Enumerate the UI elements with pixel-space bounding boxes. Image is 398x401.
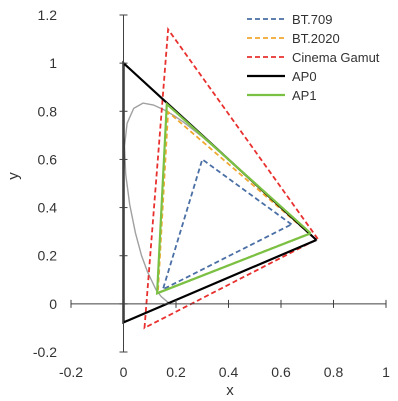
spectral-locus-curve xyxy=(123,102,318,304)
x-tick-label: 0.8 xyxy=(324,364,344,380)
y-tick-label: 0.6 xyxy=(38,151,58,167)
legend-label-cinema-gamut: Cinema Gamut xyxy=(292,50,380,65)
y-axis-label: y xyxy=(5,172,22,180)
x-tick-label: 0.2 xyxy=(166,364,186,380)
x-tick-label: 0.6 xyxy=(271,364,291,380)
y-tick-label: 0.4 xyxy=(38,200,58,216)
series-line-cinema-gamut xyxy=(143,26,319,330)
y-tick-label: 1 xyxy=(49,55,57,71)
x-tick-label: 1 xyxy=(382,364,390,380)
x-tick-label: 0.4 xyxy=(219,364,239,380)
x-tick-label: -0.2 xyxy=(59,364,83,380)
series-line-ap1 xyxy=(155,101,312,295)
legend-label-bt-2020: BT.2020 xyxy=(292,31,340,46)
legend-label-bt-709: BT.709 xyxy=(292,12,332,27)
y-tick-label: 0.2 xyxy=(38,248,58,264)
y-tick-label: 1.2 xyxy=(38,7,58,23)
y-tick-label: 0.8 xyxy=(38,103,58,119)
legend-label-ap1: AP1 xyxy=(292,88,317,103)
axes: -0.2 0 0.2 0.4 0.6 0.8 1 -0.2 0 0.2 0.4 0.6 0.8 1 1.2 xyxy=(33,7,390,380)
plot-area xyxy=(122,26,319,330)
x-tick-label: 0 xyxy=(120,364,128,380)
x-axis-label: x xyxy=(226,382,234,399)
y-tick-label: 0 xyxy=(49,296,57,312)
series-line-bt-709 xyxy=(161,157,293,292)
series-line-bt-2020 xyxy=(156,110,310,295)
legend: BT.709 BT.2020 Cinema Gamut AP0 AP1 xyxy=(247,12,380,103)
y-tick-label: -0.2 xyxy=(33,344,57,360)
legend-label-ap0: AP0 xyxy=(292,69,317,84)
